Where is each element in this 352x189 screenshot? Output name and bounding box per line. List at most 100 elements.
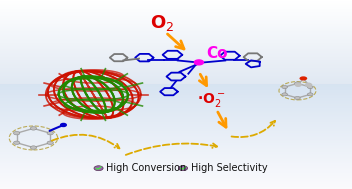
Bar bbox=[0, 26, 352, 27]
Bar bbox=[0, 145, 352, 146]
Bar bbox=[0, 70, 352, 71]
Bar bbox=[0, 53, 352, 54]
Circle shape bbox=[307, 86, 313, 89]
Bar bbox=[0, 88, 352, 89]
Bar bbox=[0, 1, 352, 2]
Circle shape bbox=[94, 166, 103, 171]
Bar bbox=[0, 170, 352, 171]
Bar bbox=[0, 161, 352, 162]
Bar bbox=[0, 121, 352, 122]
Bar bbox=[0, 73, 352, 74]
Bar bbox=[0, 109, 352, 110]
Bar bbox=[0, 139, 352, 140]
Bar bbox=[0, 188, 352, 189]
Bar bbox=[0, 7, 352, 8]
Bar bbox=[0, 158, 352, 159]
Bar bbox=[0, 45, 352, 46]
Bar bbox=[0, 81, 352, 82]
Bar bbox=[0, 124, 352, 125]
Bar bbox=[0, 32, 352, 33]
Bar bbox=[0, 153, 352, 154]
Circle shape bbox=[194, 60, 203, 65]
Circle shape bbox=[13, 141, 20, 144]
Bar bbox=[0, 55, 352, 56]
Bar bbox=[0, 118, 352, 119]
Circle shape bbox=[47, 141, 54, 144]
Bar bbox=[0, 52, 352, 53]
Bar bbox=[0, 112, 352, 113]
Bar bbox=[0, 75, 352, 76]
Bar bbox=[0, 64, 352, 65]
Bar bbox=[0, 138, 352, 139]
Bar bbox=[0, 4, 352, 5]
Bar bbox=[0, 63, 352, 64]
Bar bbox=[0, 114, 352, 115]
Bar bbox=[0, 37, 352, 38]
Bar bbox=[0, 0, 352, 1]
Bar bbox=[0, 50, 352, 51]
Circle shape bbox=[295, 82, 300, 85]
Bar bbox=[0, 26, 352, 27]
Bar bbox=[0, 8, 352, 9]
Bar bbox=[0, 116, 352, 117]
Text: ·O$_2^-$: ·O$_2^-$ bbox=[197, 91, 225, 109]
Bar bbox=[0, 58, 352, 59]
Bar bbox=[0, 101, 352, 102]
Bar bbox=[0, 56, 352, 57]
Bar bbox=[0, 40, 352, 41]
Bar bbox=[0, 18, 352, 19]
Bar bbox=[0, 25, 352, 26]
Bar bbox=[0, 20, 352, 21]
Bar bbox=[0, 72, 352, 73]
Bar bbox=[0, 136, 352, 137]
Bar bbox=[0, 68, 352, 69]
Bar bbox=[0, 173, 352, 174]
Bar bbox=[0, 9, 352, 10]
Bar bbox=[0, 115, 352, 116]
Bar bbox=[0, 23, 352, 24]
Bar bbox=[0, 87, 352, 88]
Bar bbox=[0, 67, 352, 68]
Bar bbox=[0, 13, 352, 14]
Bar bbox=[0, 142, 352, 143]
Bar bbox=[0, 166, 352, 167]
Bar bbox=[0, 28, 352, 29]
Bar bbox=[0, 100, 352, 101]
Text: High Conversion: High Conversion bbox=[106, 163, 187, 173]
Bar bbox=[0, 169, 352, 170]
Bar bbox=[0, 102, 352, 103]
Bar bbox=[0, 47, 352, 48]
Bar bbox=[0, 120, 352, 121]
Bar bbox=[0, 15, 352, 16]
Bar bbox=[0, 33, 352, 34]
Circle shape bbox=[13, 132, 20, 135]
Bar bbox=[0, 19, 352, 20]
Bar bbox=[0, 27, 352, 28]
Bar bbox=[0, 187, 352, 188]
Bar bbox=[0, 5, 352, 6]
Circle shape bbox=[30, 146, 37, 149]
Bar bbox=[0, 38, 352, 39]
Bar bbox=[0, 37, 352, 38]
Bar bbox=[0, 107, 352, 108]
Bar bbox=[0, 31, 352, 32]
Bar bbox=[0, 56, 352, 57]
Bar bbox=[0, 71, 352, 72]
Bar bbox=[0, 60, 352, 61]
Bar bbox=[0, 131, 352, 132]
Bar bbox=[0, 81, 352, 82]
Bar bbox=[0, 51, 352, 52]
Circle shape bbox=[307, 93, 313, 96]
Bar bbox=[0, 0, 352, 1]
Bar bbox=[0, 14, 352, 15]
Bar bbox=[0, 80, 352, 81]
Bar bbox=[0, 30, 352, 31]
Bar bbox=[0, 57, 352, 58]
Bar bbox=[0, 73, 352, 74]
Bar bbox=[0, 126, 352, 127]
Bar bbox=[0, 157, 352, 158]
Bar bbox=[0, 8, 352, 9]
Bar bbox=[0, 163, 352, 164]
Bar bbox=[0, 89, 352, 90]
Bar bbox=[0, 69, 352, 70]
